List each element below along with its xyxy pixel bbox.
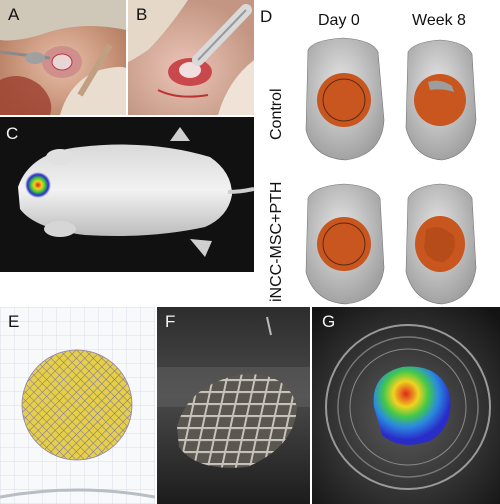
surgery-photo-a	[0, 0, 126, 115]
skull-treatment-day0	[305, 183, 385, 305]
panel-g-scaffold-imaging: G	[312, 307, 500, 504]
mouse-imaging	[0, 117, 254, 272]
skull-control-day0	[305, 37, 385, 161]
skull-grid	[305, 37, 477, 305]
panel-label-f: F	[165, 312, 176, 331]
printed-scaffold-photo	[157, 307, 310, 504]
skull-treatment-week8	[405, 183, 477, 305]
scaffold-design	[0, 307, 155, 504]
column-header-week8: Week 8	[412, 12, 466, 29]
column-header-day0: Day 0	[318, 12, 360, 29]
panel-f-printed-scaffold: F	[157, 307, 310, 504]
panel-e-scaffold-design: E	[0, 307, 155, 504]
panel-label-a: A	[8, 5, 20, 24]
surgery-photo-b	[128, 0, 254, 115]
panel-label-b: B	[136, 5, 148, 24]
panel-d-microct: D Day 0 Week 8 Control iNCC-MSC+PTH	[258, 0, 500, 310]
panel-b-photo: B	[128, 0, 254, 115]
panel-label-d: D	[260, 7, 273, 26]
panel-label-g: G	[322, 312, 336, 331]
panel-label-e: E	[8, 312, 20, 331]
panel-label-c: C	[6, 124, 19, 143]
scaffold-imaging	[312, 307, 500, 504]
skull-control-week8	[405, 39, 477, 161]
panel-c-mouse-imaging: C	[0, 117, 254, 272]
panel-a-photo: A	[0, 0, 126, 115]
